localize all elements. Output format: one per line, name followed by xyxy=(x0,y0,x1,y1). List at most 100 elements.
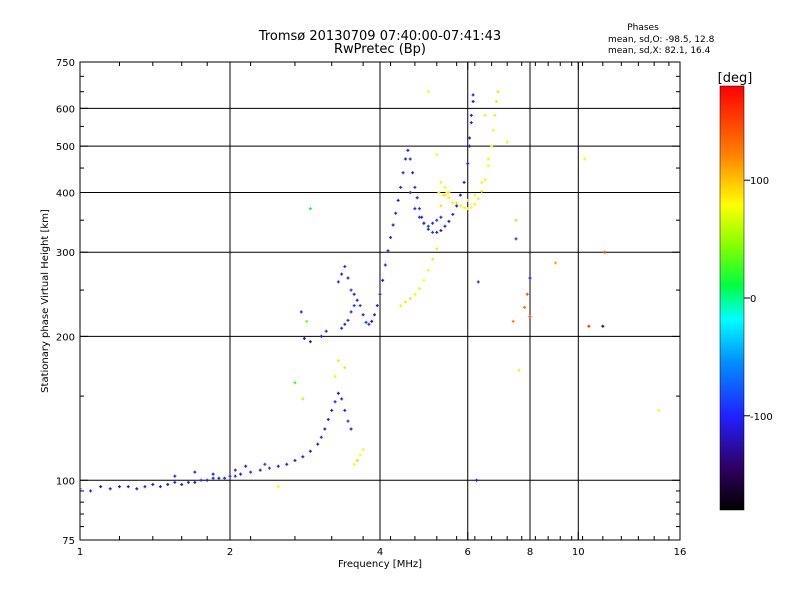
data-point xyxy=(483,113,487,117)
data-point xyxy=(413,207,417,211)
y-tick-label: 200 xyxy=(56,332,75,343)
data-point xyxy=(435,218,439,222)
data-point xyxy=(346,419,350,423)
data-point xyxy=(466,207,470,211)
data-point xyxy=(99,485,103,489)
y-tick-label: 600 xyxy=(56,104,75,115)
data-point xyxy=(468,136,472,140)
data-point xyxy=(408,190,412,194)
data-point xyxy=(316,442,320,446)
data-point xyxy=(211,472,215,476)
data-point xyxy=(426,227,430,231)
data-point xyxy=(186,480,190,484)
data-point xyxy=(126,485,130,489)
data-point xyxy=(417,286,421,290)
data-point xyxy=(358,304,362,308)
data-point xyxy=(469,121,473,125)
data-point xyxy=(285,462,289,466)
data-point xyxy=(346,276,350,280)
data-point xyxy=(587,324,591,328)
data-point xyxy=(473,202,477,206)
data-point xyxy=(117,485,121,489)
data-point xyxy=(468,144,472,148)
data-point xyxy=(244,464,248,468)
data-point xyxy=(493,113,497,117)
data-point xyxy=(375,304,379,308)
x-axis-label: Frequency [MHz] xyxy=(338,559,422,570)
data-point xyxy=(336,359,340,363)
data-point xyxy=(439,229,443,233)
data-point xyxy=(302,336,306,340)
y-tick-label: 750 xyxy=(56,58,75,69)
data-point xyxy=(415,196,419,200)
data-point xyxy=(293,381,297,385)
data-point xyxy=(505,140,509,144)
x-tick-label: 4 xyxy=(377,547,383,558)
data-point xyxy=(447,219,451,223)
x-tick-label: 2 xyxy=(227,547,233,558)
data-point xyxy=(401,171,405,175)
data-point xyxy=(340,326,344,330)
data-point xyxy=(330,408,334,412)
data-point xyxy=(475,478,479,482)
data-point xyxy=(158,485,162,489)
chart-subtitle: RwPretec (Bp) xyxy=(334,42,426,57)
stats-x-line: mean, sd,X: 82.1, 16.4 xyxy=(608,46,711,56)
data-point xyxy=(276,485,280,489)
data-point xyxy=(173,480,177,484)
x-tick-label: 6 xyxy=(465,547,471,558)
colorbar-label: [deg] xyxy=(718,71,753,86)
data-point xyxy=(301,455,305,459)
data-point xyxy=(308,449,312,453)
colorbar xyxy=(719,85,745,511)
data-point xyxy=(451,212,455,216)
data-point xyxy=(439,204,443,208)
data-point xyxy=(431,221,435,225)
data-point xyxy=(435,230,439,234)
data-point xyxy=(319,435,323,439)
data-point xyxy=(417,215,421,219)
data-point xyxy=(381,278,385,282)
data-point xyxy=(435,153,439,157)
data-point xyxy=(469,113,473,117)
data-point xyxy=(399,185,403,189)
data-point xyxy=(583,157,587,161)
data-point xyxy=(476,197,480,201)
data-point xyxy=(305,319,309,323)
data-point xyxy=(349,310,353,314)
x-tick-label: 8 xyxy=(527,547,533,558)
data-point xyxy=(173,474,177,478)
data-point xyxy=(443,224,447,228)
x-tick-label: 16 xyxy=(674,547,687,558)
data-point xyxy=(89,489,93,493)
data-point xyxy=(422,278,426,282)
stats-heading: Phases xyxy=(627,23,659,33)
data-point xyxy=(426,268,430,272)
data-point xyxy=(233,468,237,472)
data-point xyxy=(491,128,495,132)
data-point xyxy=(352,462,356,466)
data-point xyxy=(239,472,243,476)
data-point xyxy=(523,305,527,309)
y-tick-label: 400 xyxy=(56,188,75,199)
data-point xyxy=(355,458,359,462)
data-point xyxy=(455,201,459,205)
data-point xyxy=(352,304,356,308)
data-point xyxy=(480,180,484,184)
data-point xyxy=(355,298,359,302)
data-point xyxy=(293,458,297,462)
data-point xyxy=(276,464,280,468)
data-point xyxy=(431,230,435,234)
data-point xyxy=(403,300,407,304)
data-point xyxy=(413,185,417,189)
data-point xyxy=(343,408,347,412)
data-points xyxy=(80,90,661,493)
data-point xyxy=(333,400,337,404)
data-point xyxy=(308,340,312,344)
data-point xyxy=(373,313,377,317)
data-point xyxy=(426,224,430,228)
data-point xyxy=(396,198,400,202)
data-point xyxy=(336,280,340,284)
data-point xyxy=(426,90,430,94)
data-point xyxy=(458,204,462,208)
